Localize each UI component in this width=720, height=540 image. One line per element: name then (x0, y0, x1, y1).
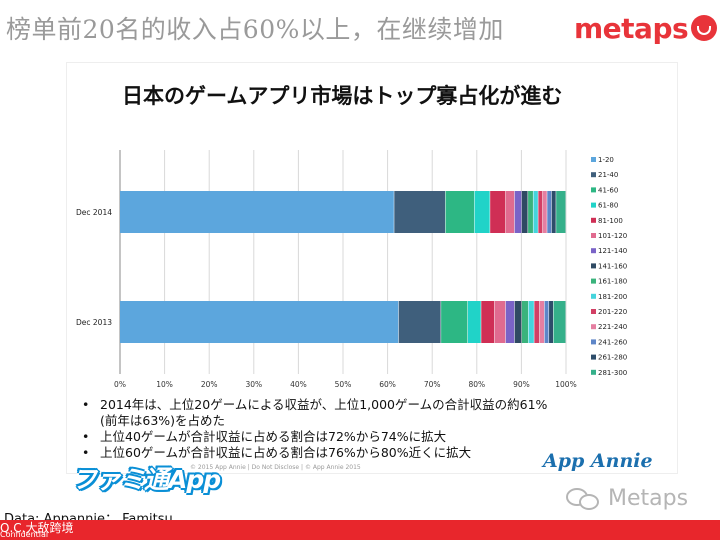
slide-title: 榜单前20名的收入占60%以上，在继续增加 (6, 15, 504, 44)
watermark-overlay: Q.C.大敌跨境 (0, 521, 74, 535)
footer-note: © 2015 App Annie | Do Not Disclose | © A… (190, 464, 361, 471)
smile-icon (691, 15, 718, 41)
bullet-item: 2014年は、上位20ゲームによる収益が、上位1,000ゲームの合計収益の約61… (78, 397, 638, 413)
bullet-item: 上位40ゲームが合計収益に占める割合は72%から74%に拡大 (78, 429, 638, 445)
chart-title: 日本のゲームアプリ市場はトップ寡占化が進む (122, 84, 563, 108)
bottom-bar (0, 520, 720, 540)
confidential-label: Confidential (0, 530, 49, 539)
metaps-logo: metaps (574, 8, 718, 48)
bullet-item-continuation: (前年は63%)を占めた (100, 413, 226, 428)
famitsu-app-logo: ファミ通App (72, 465, 221, 494)
wechat-icon (566, 487, 602, 510)
wechat-watermark: Metaps (566, 486, 688, 511)
app-annie-logo: App Annie (543, 450, 653, 472)
metaps-logo-text: metaps (574, 11, 689, 45)
wechat-account-name: Metaps (608, 486, 689, 511)
bullet-item: 上位60ゲームが合計収益に占める割合は76%から80%近くに拡大 (78, 445, 638, 461)
bullet-list: 2014年は、上位20ゲームによる収益が、上位1,000ゲームの合計収益の約61… (78, 397, 638, 461)
